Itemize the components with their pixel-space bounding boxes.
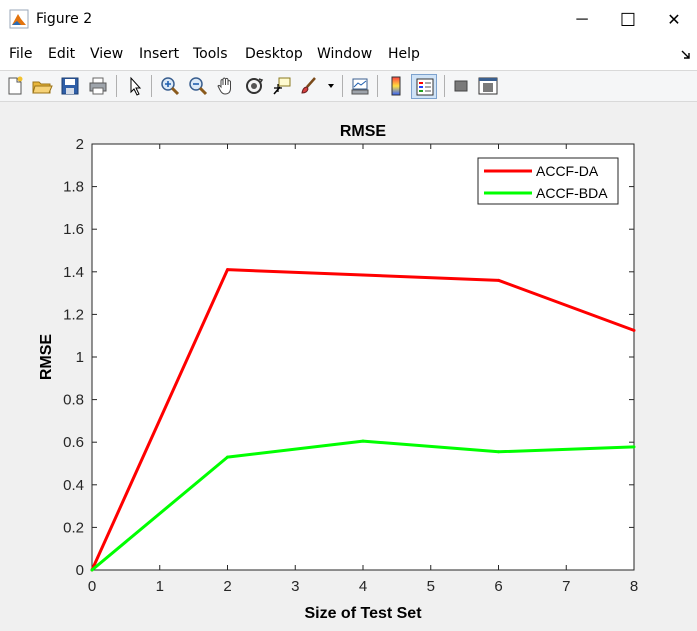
x-axis-label: Size of Test Set [304, 605, 422, 622]
legend-icon [416, 78, 434, 96]
show-plot-tools-icon[interactable] [477, 75, 499, 97]
print-icon[interactable] [87, 75, 109, 97]
close-button[interactable]: ✕ [651, 0, 697, 40]
data-point [226, 268, 229, 272]
x-tick-label: 5 [427, 578, 435, 595]
menu-bar: File Edit View Insert Tools Desktop Wind… [0, 40, 697, 70]
y-tick-label: 1 [76, 349, 84, 366]
save-icon[interactable] [59, 75, 81, 97]
toolbar-separator [342, 75, 343, 97]
y-tick-label: 0.6 [63, 434, 84, 451]
maximize-icon: ☐ [619, 9, 637, 30]
zoom-out-icon[interactable] [187, 75, 209, 97]
data-point [497, 450, 500, 454]
figure-toolbar [0, 70, 697, 102]
x-tick-label: 3 [291, 578, 299, 595]
zoom-in-icon[interactable] [159, 75, 181, 97]
brush-dropdown-icon[interactable] [328, 84, 334, 88]
menu-edit[interactable]: Edit [48, 46, 76, 62]
menu-tools[interactable]: Tools [193, 46, 228, 62]
open-file-icon[interactable] [31, 75, 53, 97]
legend[interactable]: ACCF-DA ACCF-BDA [477, 157, 619, 205]
x-tick-label: 7 [562, 578, 570, 595]
y-tick-label: 0.2 [63, 519, 84, 536]
figure-canvas: 0 0.2 0.4 0.6 0.8 1 1.2 1.4 1.6 1.8 2 0 1 2 3 4 5 6 7 8 RM… [0, 102, 697, 631]
hide-plot-tools-icon[interactable] [450, 75, 472, 97]
dock-arrow-icon[interactable] [681, 50, 691, 60]
legend-entry-label: ACCF-BDA [536, 185, 608, 201]
x-tick-label: 2 [223, 578, 231, 595]
data-point [90, 568, 94, 572]
menu-view[interactable]: View [90, 46, 124, 62]
minimize-button[interactable]: ─ [559, 0, 605, 40]
toolbar-separator [444, 75, 445, 97]
x-tick-label: 8 [630, 578, 638, 595]
data-point [226, 455, 229, 459]
y-tick-label: 2 [76, 136, 84, 153]
pan-hand-icon[interactable] [215, 75, 237, 97]
maximize-button[interactable]: ☐ [605, 0, 651, 40]
link-plot-icon[interactable] [349, 75, 371, 97]
plot-area [91, 143, 635, 571]
y-tick-label: 0 [76, 562, 84, 579]
data-point [361, 439, 365, 443]
window-titlebar: Figure 2 ─ ☐ ✕ [0, 0, 697, 40]
close-icon: ✕ [667, 12, 681, 29]
menu-window[interactable]: Window [317, 46, 373, 62]
legend-box [477, 157, 619, 205]
y-tick-label: 1.8 [63, 179, 84, 196]
y-axis-label: RMSE [38, 334, 55, 381]
data-point [497, 278, 500, 282]
x-tick-label: 4 [359, 578, 367, 595]
x-tick-label: 1 [156, 578, 164, 595]
y-tick-label: 0.8 [63, 392, 84, 409]
data-cursor-icon[interactable] [271, 75, 293, 97]
y-tick-label: 1.6 [63, 221, 84, 238]
y-tick-label: 0.4 [63, 477, 84, 494]
y-tick-label: 1.4 [63, 264, 84, 281]
minimize-icon: ─ [576, 11, 588, 28]
legend-entry-label: ACCF-DA [536, 163, 599, 179]
window-title: Figure 2 [36, 11, 93, 27]
data-point [632, 445, 636, 449]
toolbar-separator [151, 75, 152, 97]
chart-title: RMSE [340, 123, 387, 140]
matlab-logo-icon [9, 9, 29, 29]
menu-file[interactable]: File [9, 46, 33, 62]
menu-help[interactable]: Help [388, 46, 420, 62]
toolbar-separator [116, 75, 117, 97]
toolbar-separator [377, 75, 378, 97]
rmse-line-chart: 0 0.2 0.4 0.6 0.8 1 1.2 1.4 1.6 1.8 2 0 1 2 3 4 5 6 7 8 RM… [38, 123, 638, 622]
menu-insert[interactable]: Insert [139, 46, 180, 62]
x-tick-label: 0 [88, 578, 96, 595]
data-point [361, 273, 365, 277]
y-tick-label: 1.2 [63, 306, 84, 323]
data-point [632, 328, 636, 332]
brush-icon[interactable] [298, 75, 320, 97]
rotate-3d-icon[interactable] [243, 75, 265, 97]
x-tick-label: 6 [494, 578, 502, 595]
new-figure-icon[interactable] [4, 75, 26, 97]
menu-desktop[interactable]: Desktop [245, 46, 303, 62]
colorbar-icon[interactable] [385, 75, 407, 97]
edit-plot-arrow-icon[interactable] [124, 75, 146, 97]
legend-toggle-button[interactable] [411, 74, 437, 99]
